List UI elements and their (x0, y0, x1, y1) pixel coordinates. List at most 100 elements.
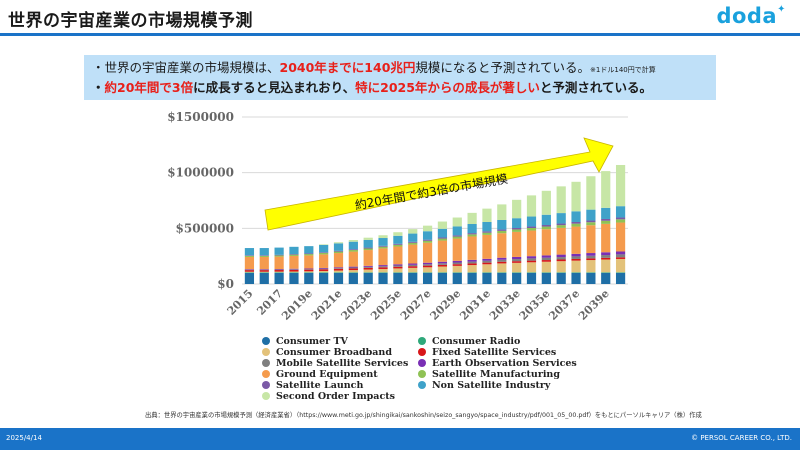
bar-segment (601, 223, 611, 253)
bar-segment (601, 255, 611, 258)
bar-segment (467, 223, 477, 234)
x-tick-label: 2015 (225, 287, 256, 318)
bar-segment (244, 269, 255, 271)
bar-segment (422, 225, 433, 232)
legend-label: Second Order Impacts (276, 391, 395, 402)
summary-box: ・世界の宇宙産業の市場規模は、2040年までに140兆円規模になると予測されてい… (84, 55, 716, 100)
bar-segment (274, 269, 284, 270)
bar-segment (333, 267, 344, 269)
legend-item: Ground Equipment (262, 369, 378, 380)
bar-segment (319, 267, 329, 269)
legend-item: Earth Observation Services (418, 358, 577, 369)
bar-segment (319, 244, 329, 245)
bar-segment (541, 272, 551, 284)
legend-swatch (262, 348, 270, 356)
bar-segment (363, 269, 373, 273)
bar-segment (615, 272, 626, 273)
y-tick-label: $500000 (176, 221, 234, 235)
bar-segment (259, 272, 269, 273)
bar-segment (319, 244, 329, 253)
bar-segment (467, 236, 477, 260)
summary-highlight: 2040年までに140兆円 (279, 60, 416, 75)
bar-segment (304, 272, 314, 273)
bar-segment (244, 255, 255, 257)
legend-swatch (262, 337, 270, 345)
bar-segment (363, 265, 373, 267)
legend-label: Earth Observation Services (432, 358, 577, 369)
bar-segment (244, 248, 255, 256)
bar-segment (541, 261, 551, 273)
bar-segment (333, 272, 344, 273)
bar-segment (274, 254, 284, 256)
legend-swatch (418, 370, 426, 378)
bar-segment (541, 224, 551, 227)
legend-item: Second Order Impacts (262, 391, 395, 402)
bar-segment (274, 272, 284, 284)
bar-segment (319, 272, 329, 273)
bar-segment (304, 255, 314, 269)
bar-segment (319, 252, 329, 253)
bar-segment (541, 260, 551, 262)
bar-segment (274, 269, 284, 272)
bar-segment (408, 242, 418, 245)
bar-segment (348, 249, 358, 251)
bar-segment (393, 243, 403, 245)
bar-segment (482, 231, 492, 233)
bar-segment (289, 268, 299, 270)
bar-segment (437, 240, 448, 262)
bar-segment (393, 246, 403, 265)
bar-segment (482, 234, 492, 259)
bar-segment (437, 272, 448, 273)
bar-segment (259, 256, 269, 270)
header-rule (0, 33, 800, 36)
summary-text: ・世界の宇宙産業の市場規模は、 (92, 60, 280, 75)
bar-segment (452, 265, 462, 273)
bar-segment (348, 270, 358, 273)
bar-segment (289, 272, 299, 284)
bar-segment (363, 272, 373, 284)
bar-segment (482, 262, 492, 265)
bar-segment (586, 220, 596, 223)
bar-segment (556, 223, 566, 226)
bar-segment (378, 265, 388, 267)
bar-segment (363, 250, 373, 266)
bar-segment (497, 263, 507, 273)
bar-segment (422, 239, 433, 241)
bar-segment (497, 230, 507, 234)
bar-segment (437, 238, 448, 241)
summary-text: に成長すると見込まれおり、 (193, 80, 356, 95)
bar-segment (393, 244, 403, 247)
bar-segment (467, 272, 477, 284)
bar-segment (526, 195, 537, 217)
bar-segment (482, 232, 492, 235)
bar-segment (393, 272, 403, 284)
bar-segment (408, 233, 418, 242)
bar-segment (289, 254, 299, 255)
bar-segment (408, 267, 418, 273)
bar-segment (467, 233, 477, 235)
bar-segment (348, 251, 358, 267)
source-note: 出典：世界の宇宙産業の市場規模予測（経済産業省）（https://www.met… (145, 412, 702, 419)
bar-segment (615, 257, 626, 259)
bar-segment (512, 272, 522, 273)
bar-segment (467, 261, 477, 264)
x-tick-label: 2029e (428, 287, 464, 323)
legend-item: Consumer Broadband (262, 347, 392, 358)
x-tick-label: 2037e (546, 287, 582, 323)
footer-date: 2025/4/14 (6, 434, 42, 442)
bar-segment (571, 256, 581, 259)
bar-segment (244, 272, 255, 284)
bar-segment (526, 258, 537, 261)
x-tick-label: 2021e (309, 287, 345, 323)
bar-segment (512, 261, 522, 263)
bar-segment (512, 231, 522, 257)
bar-segment (556, 227, 566, 255)
bar-segment (333, 270, 344, 273)
legend-item: Satellite Manufacturing (418, 369, 560, 380)
bar-segment (586, 272, 596, 284)
header: 世界の宇宙産業の市場規模予測 doda✦ (0, 0, 800, 36)
bar-segment (526, 260, 537, 263)
bar-segment (526, 216, 537, 227)
bar-segment (452, 236, 462, 239)
bar-segment (586, 255, 596, 259)
